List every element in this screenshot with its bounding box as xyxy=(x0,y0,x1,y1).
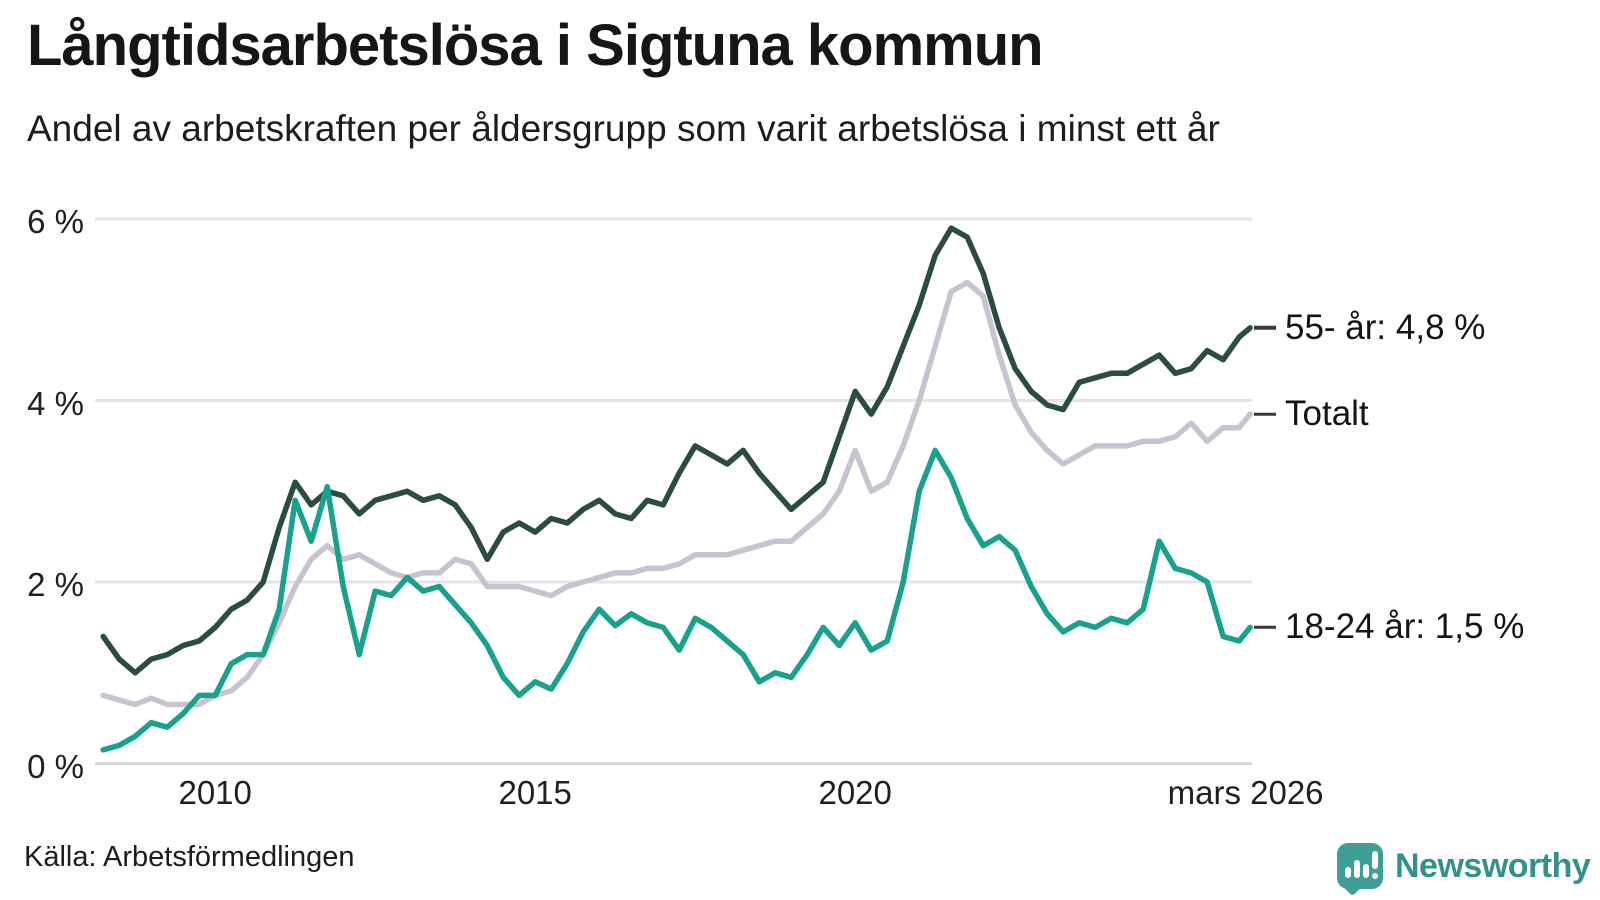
y-tick-label: 2 % xyxy=(27,566,84,603)
x-tick-label: 2010 xyxy=(178,774,252,811)
end-label-tick xyxy=(1254,326,1276,330)
end-label-text: Totalt xyxy=(1285,393,1369,433)
y-tick-label: 0 % xyxy=(27,747,84,785)
x-tick-label: 2020 xyxy=(818,774,892,811)
source-note: Källa: Arbetsförmedlingen xyxy=(24,841,355,873)
newsworthy-logo: Newsworthy xyxy=(1337,843,1591,897)
logo-bar-chart-icon xyxy=(1354,860,1360,878)
logo-bar-chart-icon xyxy=(1363,864,1369,878)
series-end-label-55-r: 55- år: 4,8 % xyxy=(1254,307,1486,348)
logo-exclamation-icon xyxy=(1372,851,1378,869)
x-tick-label: 2015 xyxy=(498,774,572,811)
series-line-18-24-r xyxy=(100,447,1253,753)
series-line-totalt xyxy=(100,279,1253,708)
end-label-text: 18-24 år: 1,5 % xyxy=(1285,607,1525,647)
logo-exclamation-icon xyxy=(1372,873,1378,879)
end-label-text: 55- år: 4,8 % xyxy=(1285,307,1486,347)
chart-title: Långtidsarbetslösa i Sigtuna kommun xyxy=(27,13,1044,78)
end-label-tick xyxy=(1254,412,1276,416)
y-tick-label: 6 % xyxy=(27,203,84,240)
y-tick-label: 4 % xyxy=(27,384,84,422)
x-tick-label: mars 2026 xyxy=(1167,774,1324,811)
newsworthy-icon xyxy=(1337,843,1383,897)
chart-subtitle: Andel av arbetskraften per åldersgrupp s… xyxy=(27,108,1220,149)
series-end-label-totalt: Totalt xyxy=(1254,393,1369,434)
newsworthy-wordmark: Newsworthy xyxy=(1395,846,1591,885)
end-label-tick xyxy=(1254,625,1276,630)
logo-bar-chart-icon xyxy=(1345,867,1351,878)
series-end-label-18-24-r: 18-24 år: 1,5 % xyxy=(1254,608,1524,647)
series-line-55-r xyxy=(100,225,1253,676)
